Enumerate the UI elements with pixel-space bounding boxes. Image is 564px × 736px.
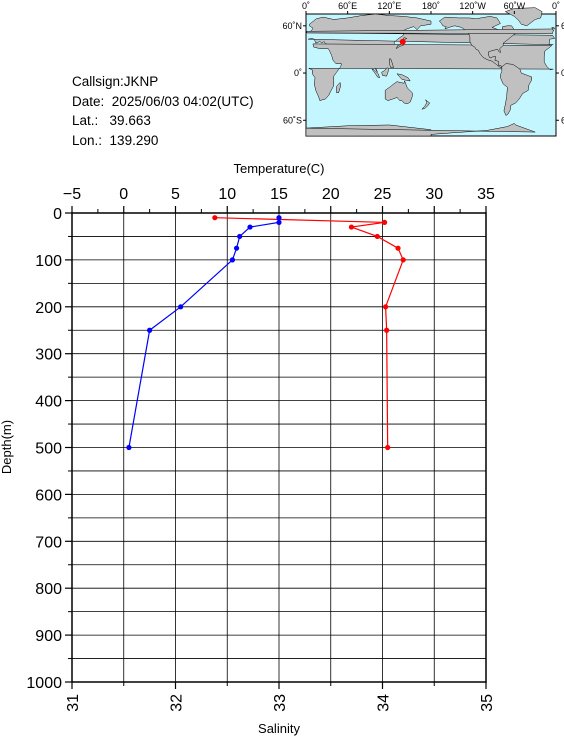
temperature-tick-label: 0 [119,186,128,203]
landmass-madagascar [336,81,341,93]
landmass-sumatra [371,68,381,79]
salinity-tick-label: 31 [65,694,82,712]
salinity-point [247,224,253,230]
depth-tick-label: 500 [35,441,62,458]
landmass-antarctica-west [305,123,536,137]
salinity-point [126,444,132,451]
callsign-row: Callsign:JKNP [72,72,254,92]
salinity-line [128,217,280,448]
landmass-uk [306,27,555,34]
temperature-tick-label: −5 [63,186,81,203]
depth-tick-label: 200 [35,300,62,317]
landmass-indochina-islands [389,58,394,68]
map-longitude-label: 60˚E [338,1,357,11]
depth-axis-title: Depth(m) [0,420,14,474]
map-longitude-label: 120˚W [459,1,486,11]
temperature-point [374,233,380,240]
salinity-point [147,327,153,333]
temperature-tick-label: 5 [171,186,180,203]
landmass-borneo [381,67,389,77]
salinity-point [276,215,282,221]
landmass-new-zealand [421,99,430,110]
landmass-australia [384,80,413,104]
map-latitude-label: 0˚ [294,68,302,78]
lon-value: 139.290 [109,132,159,148]
temperature-point [212,215,218,221]
lon-row: Lon.: 139.290 [72,131,254,151]
callsign-value: JKNP [123,74,159,89]
map-longitude-label: 120˚E [377,1,401,11]
depth-tick-label: 700 [35,534,62,551]
salinity-point [233,245,240,251]
depth-tick-label: 900 [35,628,62,645]
salinity-tick-label: 34 [376,694,393,712]
temperature-tick-label: 10 [218,186,236,203]
map-latitude-label: 60˚S [283,115,302,125]
map-longitude-label: 60˚W [504,1,526,11]
salinity-point [276,219,282,225]
depth-tick-label: 0 [53,206,62,223]
salinity-tick-label: 35 [479,694,496,712]
map-latitude-label: 0˚ [561,68,564,78]
lon-label: Lon.: [72,132,103,148]
date-label: Date: [72,93,105,109]
depth-tick-label: 600 [35,487,62,504]
temperature-point [385,444,391,451]
depth-tick-label: 300 [35,347,62,364]
temperature-tick-label: 35 [477,186,495,203]
temperature-point [400,257,406,263]
temperature-tick-label: 30 [425,186,443,203]
temperature-point [384,327,390,333]
depth-tick-label: 800 [35,581,62,598]
landmass-japan [395,37,408,50]
callsign-label: Callsign: [72,74,124,89]
depth-tick-label: 1000 [26,675,62,692]
temperature-tick-label: 15 [270,186,288,203]
temperature-point [395,245,401,251]
landmass-new-guinea [396,73,411,82]
salinity-tick-label: 32 [169,694,186,712]
map-latitude-label: 60˚S [561,115,564,125]
date-value: 2025/06/03 04:02(UTC) [111,93,254,109]
temperature-tick-label: 20 [322,186,340,203]
map-latitude-label: 60˚N [282,21,302,31]
lat-label: Lat.: [72,113,99,128]
map-longitude-label: 0˚ [302,1,310,11]
temperature-line [214,217,404,448]
salinity-tick-label: 33 [272,694,289,712]
lat-row: Lat.: 39.663 [72,111,254,131]
station-info: Callsign:JKNP Date: 2025/06/03 04:02(UTC… [72,72,254,150]
salinity-point [229,257,236,263]
depth-tick-label: 400 [35,394,62,411]
depth-tick-label: 100 [35,253,62,270]
landmass-south-america [500,63,532,116]
salinity-point [178,304,184,310]
station-marker [399,38,406,45]
temperature-point [383,304,389,310]
salinity-point [237,233,243,240]
map-longitude-label: 0˚ [552,1,560,11]
map-latitude-label: 60˚N [561,21,564,31]
map-land [305,7,556,137]
chart-series [126,215,406,451]
temperature-point [381,219,388,225]
temperature-point [348,224,355,230]
temperature-axis-title: Temperature(C) [233,161,324,176]
map-longitude-label: 180˚ [422,1,440,11]
chart-grid [72,213,486,682]
lat-value: 39.663 [109,113,151,128]
temperature-tick-label: 25 [374,186,392,203]
salinity-axis-title: Salinity [258,721,300,736]
date-row: Date: 2025/06/03 04:02(UTC) [72,92,254,112]
